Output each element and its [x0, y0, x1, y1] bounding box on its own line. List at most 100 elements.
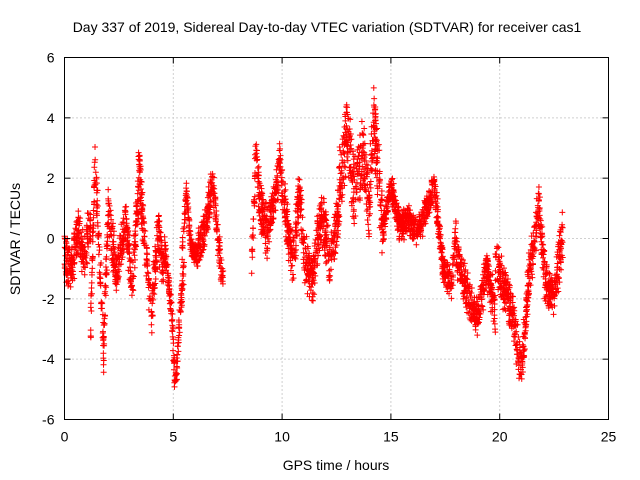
data-point	[126, 240, 133, 247]
data-point	[114, 278, 121, 285]
data-point	[522, 327, 529, 334]
data-point	[152, 280, 159, 287]
data-point	[353, 189, 360, 196]
data-point	[333, 200, 340, 207]
data-point	[188, 236, 195, 243]
data-point	[343, 125, 350, 132]
data-point	[126, 232, 133, 239]
data-point	[311, 252, 318, 259]
data-point	[468, 289, 475, 296]
data-point	[207, 179, 214, 186]
data-point	[146, 295, 153, 302]
sdtvar-series	[61, 84, 566, 390]
data-point	[131, 238, 138, 245]
data-point	[322, 236, 329, 243]
data-point	[287, 267, 294, 274]
data-point	[402, 227, 409, 234]
data-point	[550, 311, 557, 318]
data-point	[264, 255, 271, 262]
data-point	[260, 204, 267, 211]
data-point	[494, 245, 501, 252]
data-point	[285, 227, 292, 234]
data-point	[439, 265, 446, 272]
data-point	[535, 204, 542, 211]
data-point	[556, 279, 563, 286]
data-point	[283, 207, 290, 214]
data-point	[336, 189, 343, 196]
data-point	[115, 244, 122, 251]
data-point	[195, 257, 202, 264]
data-point	[199, 222, 206, 229]
y-tick-label: -2	[42, 291, 55, 307]
data-point	[365, 221, 372, 228]
data-point	[435, 230, 442, 237]
data-point	[267, 200, 274, 207]
data-point	[153, 224, 160, 231]
data-point	[364, 162, 371, 169]
data-point	[258, 185, 265, 192]
data-point	[336, 176, 343, 183]
data-point	[179, 244, 186, 251]
data-point	[470, 315, 477, 322]
data-point	[441, 260, 448, 267]
data-point	[148, 313, 155, 320]
data-point	[279, 166, 286, 173]
data-point	[407, 220, 414, 227]
data-point	[429, 181, 436, 188]
data-point	[126, 258, 133, 265]
data-point	[300, 249, 307, 256]
data-point	[395, 216, 402, 223]
data-point	[484, 258, 491, 265]
data-point	[207, 198, 214, 205]
data-point	[162, 245, 169, 252]
data-point	[521, 330, 528, 337]
data-point	[518, 349, 525, 356]
data-point	[519, 341, 526, 348]
data-point	[511, 312, 518, 319]
data-point	[326, 276, 333, 283]
data-point	[346, 148, 353, 155]
data-point	[115, 254, 122, 261]
data-point	[276, 157, 283, 164]
data-point	[101, 282, 108, 289]
data-point	[251, 199, 258, 206]
data-point	[68, 267, 75, 274]
data-point	[94, 208, 101, 215]
data-point	[136, 169, 143, 176]
data-point	[550, 285, 557, 292]
data-point	[104, 245, 111, 252]
data-point	[520, 343, 527, 350]
data-point	[95, 241, 102, 248]
data-point	[498, 253, 505, 260]
data-point	[358, 118, 365, 125]
data-point	[292, 207, 299, 214]
data-point	[108, 257, 115, 264]
data-point	[491, 312, 498, 319]
data-point	[312, 257, 319, 264]
data-point	[140, 238, 147, 245]
data-point	[216, 242, 223, 249]
data-point	[92, 169, 99, 176]
x-tick-labels: 0 5 10 15 20 25	[61, 429, 617, 445]
data-point	[89, 238, 96, 245]
data-point	[504, 276, 511, 282]
data-point	[285, 251, 292, 258]
data-point	[365, 197, 372, 204]
data-point	[349, 168, 356, 175]
data-point	[143, 245, 150, 252]
data-point	[460, 290, 467, 297]
data-point	[87, 333, 94, 340]
data-point	[330, 247, 337, 254]
data-point	[70, 271, 77, 278]
data-point	[283, 213, 290, 220]
data-point	[271, 207, 278, 214]
data-point	[249, 232, 256, 239]
data-point	[521, 346, 528, 353]
data-point	[166, 292, 173, 299]
data-point	[305, 273, 312, 280]
data-point	[533, 219, 540, 226]
data-point	[455, 246, 462, 253]
data-point	[516, 350, 523, 357]
data-point	[275, 183, 282, 189]
data-point	[266, 238, 273, 245]
